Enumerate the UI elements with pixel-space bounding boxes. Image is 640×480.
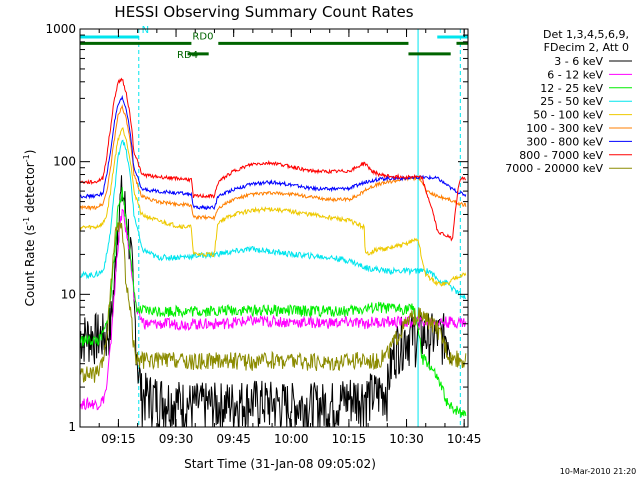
render-timestamp: 10-Mar-2010 21:20: [560, 467, 637, 476]
y-axis-title-sup2: -1: [22, 154, 31, 162]
flag-label: N: [142, 25, 149, 36]
series-line: [79, 139, 466, 300]
series-line: [79, 77, 466, 242]
y-axis-title-mid: detector: [23, 162, 37, 217]
x-axis-title: Start Time (31-Jan-08 09:05:02): [184, 457, 376, 471]
axes: 09:15 09:30 09:45 10:00 10:15 10:30 10:45 1 10 10…: [45, 22, 481, 446]
series-line: [79, 175, 453, 428]
y-axis-title-end: ): [23, 150, 37, 155]
flag-label: RD4: [177, 50, 198, 61]
series-line: [79, 221, 467, 383]
x-tick-label: 10:45: [447, 432, 482, 446]
x-tick-label: 10:15: [332, 432, 367, 446]
y-axis-title-sup1: -1: [22, 217, 31, 225]
y-axis-title-main: Count Rate (s: [23, 225, 37, 307]
legend-label: 100 - 300 keV: [526, 122, 603, 135]
y-tick-label: 10: [61, 287, 76, 301]
series-layer: [79, 77, 467, 428]
plot-annotations: N RD0 RD4: [79, 25, 468, 427]
legend-label: 800 - 7000 keV: [519, 149, 603, 162]
legend-header-line2: FDecim 2, Att 0: [544, 41, 629, 54]
y-tick-label: 1000: [45, 22, 76, 36]
plot-frame: [79, 28, 469, 428]
series-line: [79, 187, 467, 418]
x-tick-label: 09:15: [101, 432, 136, 446]
y-tick-label: 1: [68, 420, 76, 434]
legend-label: 25 - 50 keV: [540, 95, 603, 108]
x-tick-label: 09:45: [216, 432, 251, 446]
chart-title: HESSI Observing Summary Count Rates: [114, 3, 413, 21]
y-tick-label: 100: [53, 155, 76, 169]
legend-label: 3 - 6 keV: [554, 55, 603, 68]
y-axis-title: Count Rate (s-1 detector-1): [22, 150, 37, 307]
x-tick-label: 09:30: [159, 432, 194, 446]
legend-label: 300 - 800 keV: [526, 135, 603, 148]
x-tick-label: 10:30: [389, 432, 424, 446]
legend-label: 6 - 12 keV: [547, 68, 603, 81]
legend-label: 7000 - 20000 keV: [505, 162, 603, 175]
series-line: [79, 94, 467, 211]
flag-label: RD0: [192, 31, 213, 42]
legend-header-line1: Det 1,3,4,5,6,9,: [543, 28, 629, 41]
legend: Det 1,3,4,5,6,9, FDecim 2, Att 0 3 - 6 k…: [505, 28, 632, 175]
legend-label: 50 - 100 keV: [533, 109, 603, 122]
legend-label: 12 - 25 keV: [540, 82, 603, 95]
series-line: [79, 127, 467, 287]
x-tick-label: 10:00: [274, 432, 309, 446]
series-line: [79, 208, 467, 411]
